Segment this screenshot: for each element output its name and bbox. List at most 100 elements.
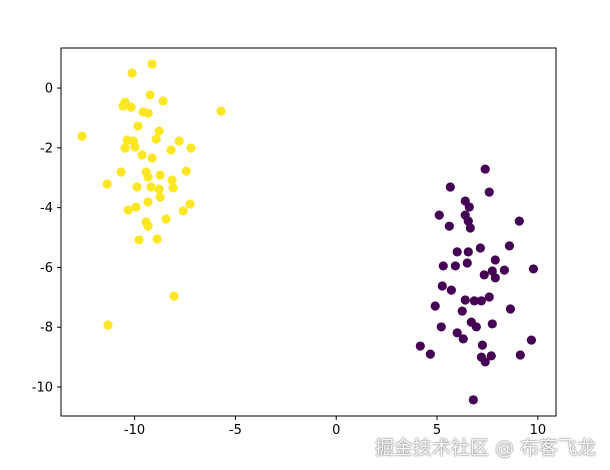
data-point bbox=[460, 295, 470, 305]
data-point bbox=[168, 183, 178, 193]
y-tick-label: -2 bbox=[40, 141, 53, 156]
data-point bbox=[132, 182, 142, 192]
data-point bbox=[486, 351, 496, 361]
data-point bbox=[490, 255, 500, 265]
data-point bbox=[515, 350, 525, 360]
data-point bbox=[120, 143, 130, 153]
data-point bbox=[457, 306, 467, 316]
data-point bbox=[436, 322, 446, 332]
data-point bbox=[444, 221, 454, 231]
data-point bbox=[464, 202, 474, 212]
data-point bbox=[438, 261, 448, 271]
data-point bbox=[216, 106, 226, 116]
data-point bbox=[186, 143, 196, 153]
data-point bbox=[143, 108, 153, 118]
data-point bbox=[434, 210, 444, 220]
data-point bbox=[484, 292, 494, 302]
data-point bbox=[143, 221, 153, 231]
x-tick-label: 5 bbox=[433, 423, 441, 438]
data-point bbox=[127, 68, 137, 78]
data-point bbox=[450, 261, 460, 271]
data-point bbox=[102, 179, 112, 189]
watermark: 掘金技术社区 @ 布客飞龙 bbox=[374, 437, 596, 459]
data-point bbox=[185, 199, 195, 209]
data-point bbox=[504, 241, 515, 251]
data-point bbox=[505, 304, 516, 314]
data-point bbox=[166, 145, 176, 155]
data-point bbox=[477, 340, 488, 350]
x-tick-label: -5 bbox=[229, 423, 242, 438]
data-point bbox=[528, 264, 539, 274]
y-tick-label: -8 bbox=[40, 321, 53, 336]
data-point bbox=[480, 357, 490, 367]
data-point bbox=[174, 136, 184, 146]
data-point bbox=[476, 296, 486, 306]
data-point bbox=[167, 175, 177, 185]
data-point bbox=[437, 281, 447, 291]
data-point bbox=[465, 223, 475, 233]
data-point bbox=[134, 235, 144, 245]
data-point bbox=[425, 349, 435, 359]
data-point bbox=[131, 202, 141, 212]
data-point bbox=[143, 172, 153, 182]
data-point bbox=[462, 258, 472, 268]
data-point bbox=[469, 296, 479, 306]
data-point bbox=[526, 335, 537, 345]
data-point bbox=[452, 328, 462, 338]
data-point bbox=[484, 187, 494, 197]
data-point bbox=[452, 247, 462, 257]
data-points bbox=[77, 59, 539, 405]
data-point bbox=[487, 319, 497, 329]
data-point bbox=[154, 126, 164, 136]
data-point bbox=[145, 90, 155, 100]
x-tick-label: 0 bbox=[332, 423, 340, 438]
data-point bbox=[77, 131, 87, 141]
x-tick-label: 10 bbox=[530, 423, 547, 438]
data-point bbox=[137, 150, 147, 160]
y-tick-label: -4 bbox=[40, 201, 53, 216]
data-point bbox=[169, 291, 179, 301]
data-point bbox=[154, 184, 164, 194]
data-point bbox=[471, 322, 481, 332]
data-point bbox=[151, 134, 161, 144]
data-point bbox=[155, 170, 165, 180]
data-point bbox=[499, 265, 509, 275]
y-axis: 0 -2 -4 -6 -8 -10 bbox=[32, 82, 61, 396]
data-point bbox=[155, 192, 165, 202]
y-tick-label: 0 bbox=[45, 82, 53, 97]
data-point bbox=[445, 182, 455, 192]
data-point bbox=[178, 206, 188, 216]
data-point bbox=[158, 96, 168, 106]
data-point bbox=[133, 121, 143, 131]
data-point bbox=[479, 270, 489, 280]
data-point bbox=[430, 301, 440, 311]
data-point bbox=[130, 142, 140, 152]
x-axis: -10 -5 0 5 10 bbox=[124, 416, 546, 438]
y-tick-label: -10 bbox=[32, 381, 53, 396]
data-point bbox=[143, 197, 153, 207]
data-point bbox=[480, 164, 490, 174]
data-point bbox=[118, 101, 128, 111]
data-point bbox=[463, 247, 473, 257]
data-point bbox=[458, 334, 468, 344]
data-point bbox=[152, 234, 162, 244]
x-tick-label: -10 bbox=[124, 423, 145, 438]
data-point bbox=[161, 214, 171, 224]
y-tick-label: -6 bbox=[40, 261, 53, 276]
data-point bbox=[446, 285, 456, 295]
data-point bbox=[415, 341, 425, 351]
data-point bbox=[487, 266, 497, 276]
data-point bbox=[103, 320, 113, 330]
data-point bbox=[146, 182, 156, 192]
data-point bbox=[490, 273, 500, 283]
data-point bbox=[181, 166, 191, 176]
data-point bbox=[147, 59, 157, 69]
data-point bbox=[475, 243, 485, 253]
data-point bbox=[116, 167, 126, 177]
data-point bbox=[468, 395, 478, 405]
data-point bbox=[126, 102, 136, 112]
data-point bbox=[147, 153, 157, 163]
axes-frame bbox=[60, 47, 557, 417]
data-point bbox=[123, 205, 133, 215]
